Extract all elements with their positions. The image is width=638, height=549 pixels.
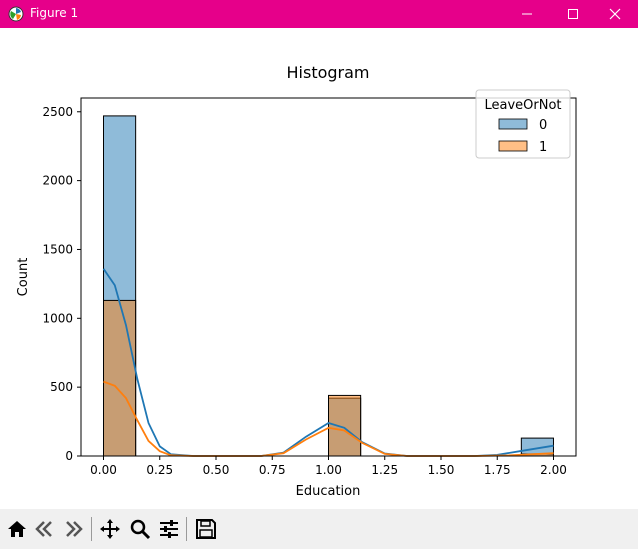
- pan-button[interactable]: [98, 517, 122, 541]
- x-tick-label: 0.00: [90, 463, 117, 477]
- close-button[interactable]: [592, 0, 638, 28]
- legend-swatch-0: [498, 118, 528, 130]
- bar-series-1-1: [328, 394, 362, 457]
- x-tick-label: 1.25: [371, 463, 398, 477]
- y-tick-label: 1000: [42, 311, 73, 325]
- legend-swatch-1: [498, 140, 528, 152]
- y-ticks: 0 500 1000 1500 2000 2500: [42, 105, 81, 463]
- bars-layer: [103, 115, 554, 457]
- configure-subplots-icon: [160, 520, 178, 538]
- home-button[interactable]: [5, 517, 29, 541]
- toolbar-separator: [91, 517, 92, 541]
- matplotlib-app-icon: [8, 6, 24, 22]
- save-icon: [196, 519, 216, 539]
- x-tick-label: 2.00: [540, 463, 567, 477]
- home-icon: [8, 521, 26, 537]
- pan-icon: [100, 519, 120, 539]
- zoom-icon: [130, 519, 151, 540]
- chart-title: Histogram: [287, 63, 370, 82]
- window-title: Figure 1: [30, 6, 79, 20]
- x-tick-label: 1.00: [315, 463, 342, 477]
- legend-title: LeaveOrNot: [484, 98, 561, 113]
- forward-button[interactable]: [61, 517, 85, 541]
- configure-subplots-button[interactable]: [157, 517, 181, 541]
- x-tick-label: 1.50: [428, 463, 455, 477]
- back-button[interactable]: [33, 517, 57, 541]
- legend-label-1: 1: [539, 140, 547, 155]
- minimize-icon: [522, 13, 532, 15]
- y-axis-label: Count: [16, 258, 31, 297]
- back-icon: [35, 521, 52, 537]
- save-button[interactable]: [194, 517, 218, 541]
- x-ticks: 0.00 0.25 0.50 0.75 1.00 1.25 1.50 1.75 2.00: [90, 456, 567, 477]
- minimize-button[interactable]: [504, 0, 550, 28]
- y-tick-label: 2500: [42, 105, 73, 119]
- x-tick-label: 0.75: [259, 463, 286, 477]
- legend-label-0: 0: [539, 118, 547, 133]
- histogram-chart: Histogram 0.00 0.25 0.50 0.75 1.00 1.25 1.50 1.…: [16, 63, 577, 499]
- y-tick-label: 500: [50, 380, 73, 394]
- y-tick-label: 2000: [42, 174, 73, 188]
- y-tick-label: 1500: [42, 242, 73, 256]
- x-tick-label: 0.50: [203, 463, 230, 477]
- x-axis-label: Education: [296, 484, 361, 499]
- title-bar: Figure 1: [0, 0, 638, 28]
- navigation-toolbar: [0, 509, 638, 549]
- toolbar-separator: [186, 517, 187, 541]
- y-tick-label: 0: [65, 449, 73, 463]
- maximize-icon: [568, 9, 578, 19]
- x-tick-label: 0.25: [146, 463, 173, 477]
- x-tick-label: 1.75: [484, 463, 511, 477]
- bar-series-1-0: [103, 299, 137, 457]
- zoom-button[interactable]: [128, 517, 152, 541]
- maximize-button[interactable]: [550, 0, 596, 28]
- close-icon: [609, 8, 621, 20]
- kde-layer: [102, 268, 554, 457]
- figure-canvas[interactable]: Histogram 0.00 0.25 0.50 0.75 1.00 1.25 1.50 1.…: [1, 28, 637, 509]
- legend: LeaveOrNot 0 1: [475, 89, 571, 159]
- forward-icon: [66, 521, 83, 537]
